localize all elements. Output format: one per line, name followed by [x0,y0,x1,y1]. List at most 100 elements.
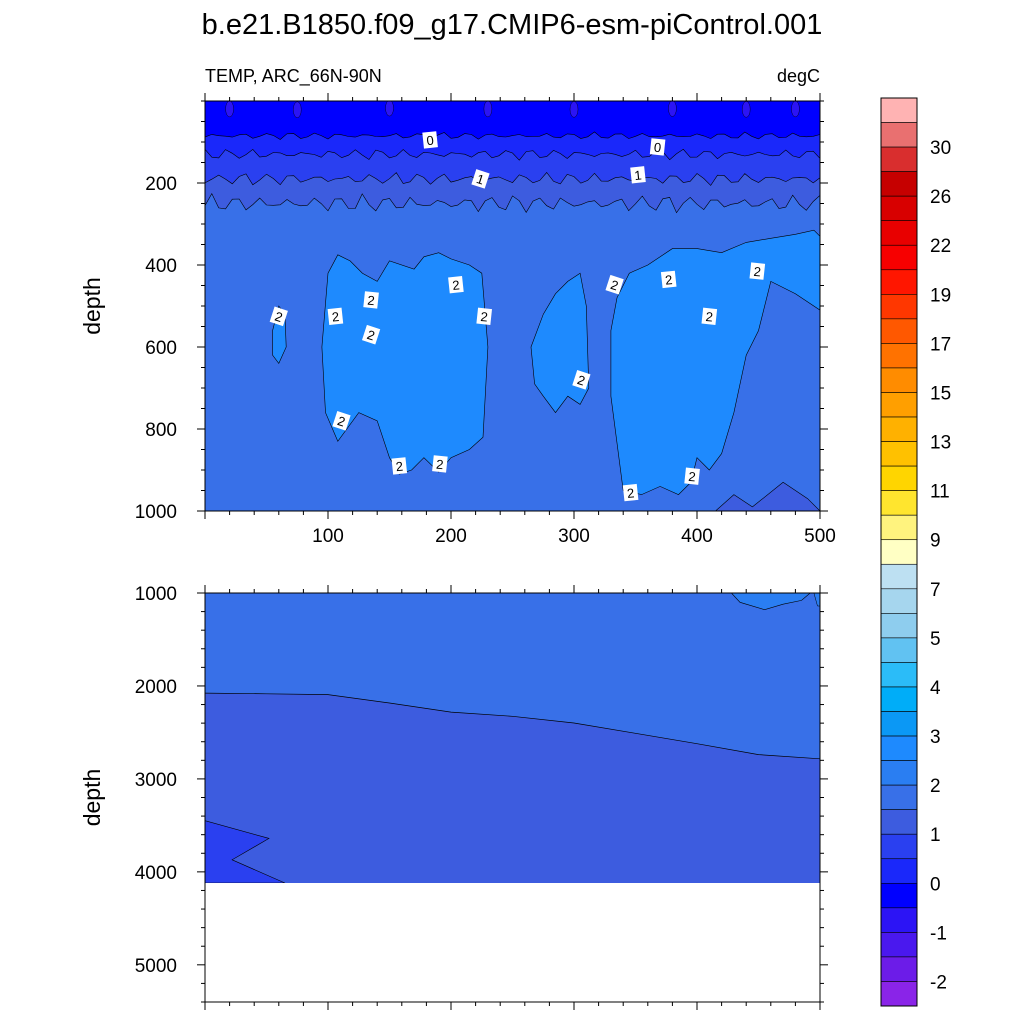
contour-label-box [701,307,718,325]
contour-label-text: 2 [664,272,673,288]
upper-y-axis-label: depth [79,277,105,335]
contour-label-box [572,370,591,390]
upper-cold-speck [791,101,800,118]
upper-warm-region [530,272,590,414]
lower-fills [205,593,820,1002]
colorbar-swatch [880,392,918,418]
colorbar-label: -1 [930,923,947,944]
colorbar-label: -2 [930,972,947,993]
colorbar-swatch [880,662,918,688]
lower-contour-line [205,692,820,760]
contour-label-box [649,138,666,156]
colorbar-swatch [880,760,918,786]
contour-label-text: 2 [705,309,714,325]
lower-panel: 1000 2000 3000 4000 5000 depth [79,584,828,1010]
chart-title: b.e21.B1850.f09_g17.CMIP6-esm-piControl.… [202,9,823,41]
colorbar-swatch [880,833,918,860]
lower-fill-1-15 [205,693,820,883]
colorbar-swatch [880,711,918,737]
contour-label-text: 2 [331,309,340,325]
contour-label: 2 [701,307,718,325]
colorbar-swatch [880,269,918,295]
contour-label-box [749,262,766,280]
colorbar: 30 26 22 19 17 15 13 11 9 7 5 4 3 2 1 0 -1 -2 [880,97,951,1007]
contour-label: 2 [391,457,408,475]
lower-warm-region [730,593,811,611]
colorbar-swatch [880,343,918,369]
lower-y-axis-label: depth [79,769,105,827]
colorbar-swatch [880,613,918,639]
lower-ytick-label: 4000 [135,863,177,884]
colorbar-swatch [880,981,918,1007]
colorbar-label: 7 [930,580,941,601]
contour-label: 2 [269,306,288,327]
lower-ytick-label: 1000 [135,584,177,605]
colorbar-swatch [880,171,918,197]
colorbar-label: 5 [930,629,941,650]
colorbar-swatch [880,318,918,344]
colorbar-swatch [880,294,918,320]
upper-ytick-label: 400 [145,256,177,277]
contour-label: 2 [605,274,624,295]
colorbar-label: 11 [930,482,950,503]
colorbar-label: 3 [930,727,941,748]
contour-label: 2 [363,291,379,309]
upper-cold-speck [225,101,234,118]
colorbar-swatch [880,563,918,590]
contour-label-box [684,467,700,485]
contour-label-box [363,291,379,309]
contour-label: 2 [332,411,351,431]
contour-label: 2 [327,307,344,325]
colorbar-swatch [880,244,918,271]
contour-label: 2 [476,307,492,325]
contour-label-text: 0 [653,140,662,156]
colorbar-swatch [880,956,918,982]
contour-label-text: 2 [688,469,697,485]
colorbar-swatch [880,882,918,909]
contour-label-text: 2 [273,309,285,326]
colorbar-swatch [880,416,918,442]
units-label: degC [777,66,820,86]
colorbar-swatch [880,809,918,835]
contour-label-text: 1 [475,171,487,188]
colorbar-label: 4 [930,678,941,699]
colorbar-label: 19 [930,285,951,306]
contour-label-box [471,169,490,189]
contour-label-box [448,276,464,294]
colorbar-label: 17 [930,334,951,355]
contour-label-text: 2 [609,277,621,294]
contour-label-box [422,131,438,149]
colorbar-swatch [880,122,918,148]
colorbar-swatch [880,146,918,172]
colorbar-label: 26 [930,187,951,208]
contour-label: 2 [749,262,766,280]
colorbar-label: 2 [930,776,941,797]
colorbar-label: 13 [930,433,951,454]
contour-label: 0 [649,138,666,156]
colorbar-swatch [880,195,918,222]
upper-cold-speck [569,101,579,118]
upper-xtick-label: 100 [312,526,344,547]
contour-label-text: 2 [452,277,461,293]
contour-label: 2 [361,324,381,345]
upper-cold-speck [385,101,394,117]
colorbar-swatch [880,588,918,614]
lower-cool-region [205,820,286,884]
upper-xtick-label: 200 [435,526,467,547]
colorbar-frame [880,97,918,1007]
colorbar-swatch [880,932,918,958]
contour-label: 0 [422,131,438,149]
upper-fill-below0 [205,101,820,140]
contour-label-box [660,270,677,289]
colorbar-label: 0 [930,874,941,895]
upper-cold-speck [293,101,302,118]
contour-label-text: 2 [336,413,348,430]
colorbar-swatch [880,637,918,663]
contour-label-text: 2 [365,327,377,344]
contour-label-text: 2 [753,264,762,280]
contour-label-box [391,457,408,475]
upper-warm-region [321,252,489,475]
lower-ytick-label: 2000 [135,677,177,698]
contour-label-text: 2 [367,293,376,309]
